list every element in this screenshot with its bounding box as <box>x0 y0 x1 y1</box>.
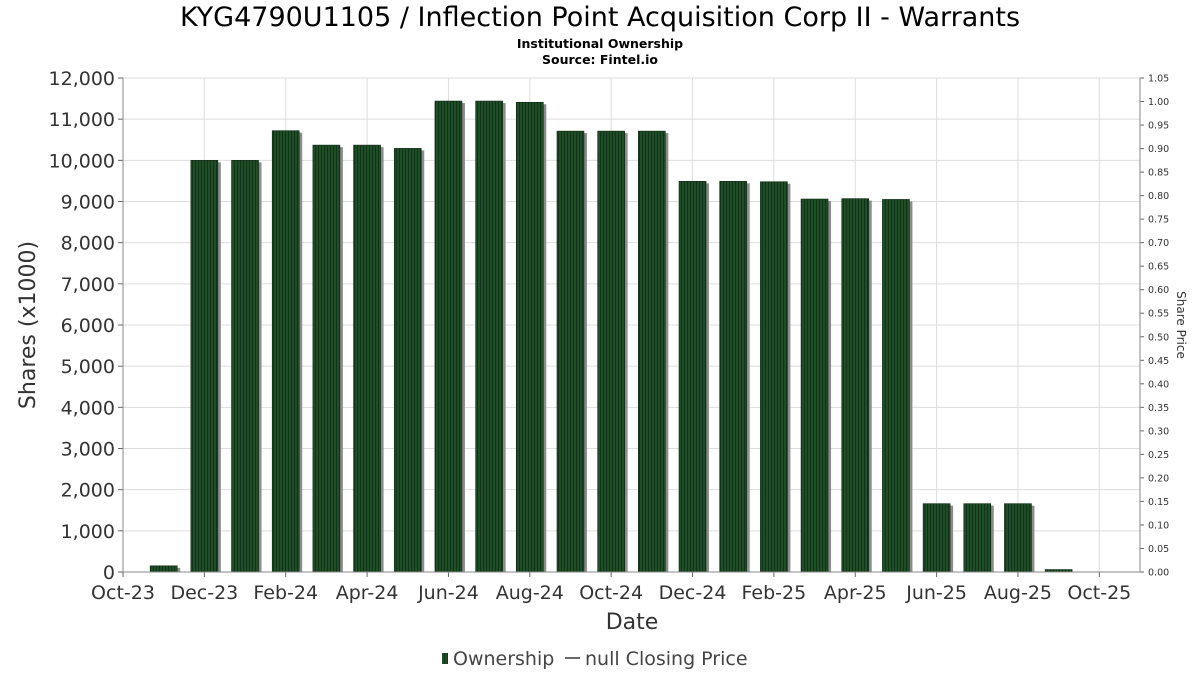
ownership-bar <box>393 148 422 573</box>
ownership-bar <box>231 160 259 573</box>
y2-tick-label: 0.55 <box>1148 309 1169 320</box>
ownership-bar <box>556 130 585 573</box>
x-axis-title: Date <box>606 610 659 635</box>
y2-tick-label: 0.10 <box>1148 520 1169 531</box>
ownership-bar <box>760 181 788 573</box>
bars-layer <box>149 100 1076 573</box>
legend: Ownership null Closing Price <box>442 648 748 670</box>
y-tick-label: 6,000 <box>61 315 115 337</box>
ownership-bar <box>515 101 544 573</box>
ownership-bar <box>475 100 503 573</box>
chart-subtitle: Institutional Ownership <box>516 36 684 51</box>
y2-tick-label: 0.80 <box>1148 191 1169 202</box>
y-tick-label: 10,000 <box>49 150 115 172</box>
x-tick-label: Oct-24 <box>579 582 643 604</box>
axes-layer <box>118 77 1144 577</box>
legend-price-label: null Closing Price <box>585 648 748 670</box>
y2-tick-label: 0.00 <box>1148 568 1169 579</box>
y2-tick-label: 0.20 <box>1148 473 1169 484</box>
y-tick-label: 3,000 <box>61 439 115 461</box>
y-tick-label: 0 <box>103 562 115 584</box>
ownership-bar <box>149 565 178 573</box>
y-tick-label: 8,000 <box>61 233 115 255</box>
x-tick-label: Dec-23 <box>170 582 238 604</box>
ownership-bar <box>1004 503 1032 573</box>
x-tick-label: Oct-25 <box>1067 582 1131 604</box>
y-axis-title: Shares (x1000) <box>16 241 41 409</box>
x-tick-label: Dec-24 <box>659 582 727 604</box>
x-tick-label: Apr-25 <box>824 582 887 604</box>
y2-tick-label: 0.35 <box>1148 403 1169 414</box>
y2-tick-label: 0.40 <box>1148 379 1169 390</box>
y2-tick-label: 0.65 <box>1148 262 1169 273</box>
ownership-bar <box>190 160 219 573</box>
y-tick-label: 7,000 <box>61 274 115 296</box>
x-tick-label: Aug-25 <box>984 582 1052 604</box>
ownership-bar <box>719 181 748 573</box>
y-tick-label: 12,000 <box>49 68 115 90</box>
y-tick-label: 1,000 <box>61 521 115 543</box>
x-tick-label: Jun-25 <box>905 582 967 604</box>
y-tick-label: 4,000 <box>61 397 115 419</box>
ownership-bar <box>882 199 910 573</box>
y2-tick-label: 1.00 <box>1148 97 1169 108</box>
chart-source: Source: Fintel.io <box>542 52 658 67</box>
y2-tick-label: 0.70 <box>1148 238 1169 249</box>
x-tick-label: Feb-24 <box>253 582 318 604</box>
ownership-bar <box>922 503 951 573</box>
y2-tick-label: 0.85 <box>1148 168 1169 179</box>
ownership-bar <box>638 130 666 573</box>
y2-tick-label: 0.25 <box>1148 450 1169 461</box>
x-tick-label: Jun-24 <box>417 582 479 604</box>
y2-tick-label: 0.75 <box>1148 215 1169 226</box>
chart-title: KYG4790U1105 / Inflection Point Acquisit… <box>179 2 1021 33</box>
y2-tick-label: 0.45 <box>1148 356 1169 367</box>
y2-tick-label: 0.15 <box>1148 497 1169 508</box>
legend-ownership-label: Ownership <box>453 648 554 670</box>
y2-axis-title: Share Price <box>1174 291 1188 359</box>
ownership-bar <box>271 130 300 573</box>
ownership-bar <box>963 503 992 573</box>
x-tick-label: Oct-23 <box>91 582 155 604</box>
y-tick-label: 11,000 <box>49 109 115 131</box>
y2-tick-label: 0.95 <box>1148 121 1169 132</box>
labels-layer: 0 1,000 2,000 3,000 4,000 5,000 6,000 7,000 8,00… <box>16 68 1188 635</box>
y-tick-label: 2,000 <box>61 480 115 502</box>
y2-tick-label: 0.90 <box>1148 144 1169 155</box>
y-tick-label: 9,000 <box>61 192 115 214</box>
ownership-bar <box>800 198 829 573</box>
ownership-bar <box>841 198 870 573</box>
ownership-bar <box>597 130 625 573</box>
ownership-bar <box>353 144 381 573</box>
x-tick-label: Aug-24 <box>496 582 564 604</box>
x-tick-label: Apr-24 <box>336 582 399 604</box>
y2-tick-label: 0.60 <box>1148 285 1169 296</box>
legend-ownership-swatch <box>442 653 448 664</box>
ownership-bar <box>312 144 341 573</box>
y2-tick-label: 0.05 <box>1148 544 1169 555</box>
x-tick-label: Feb-25 <box>742 582 807 604</box>
ownership-bar <box>678 181 707 573</box>
y-tick-label: 5,000 <box>61 356 115 378</box>
ownership-bar <box>434 100 463 573</box>
y2-tick-label: 1.05 <box>1148 74 1169 85</box>
y2-tick-label: 0.50 <box>1148 332 1169 343</box>
y2-tick-label: 0.30 <box>1148 426 1169 437</box>
